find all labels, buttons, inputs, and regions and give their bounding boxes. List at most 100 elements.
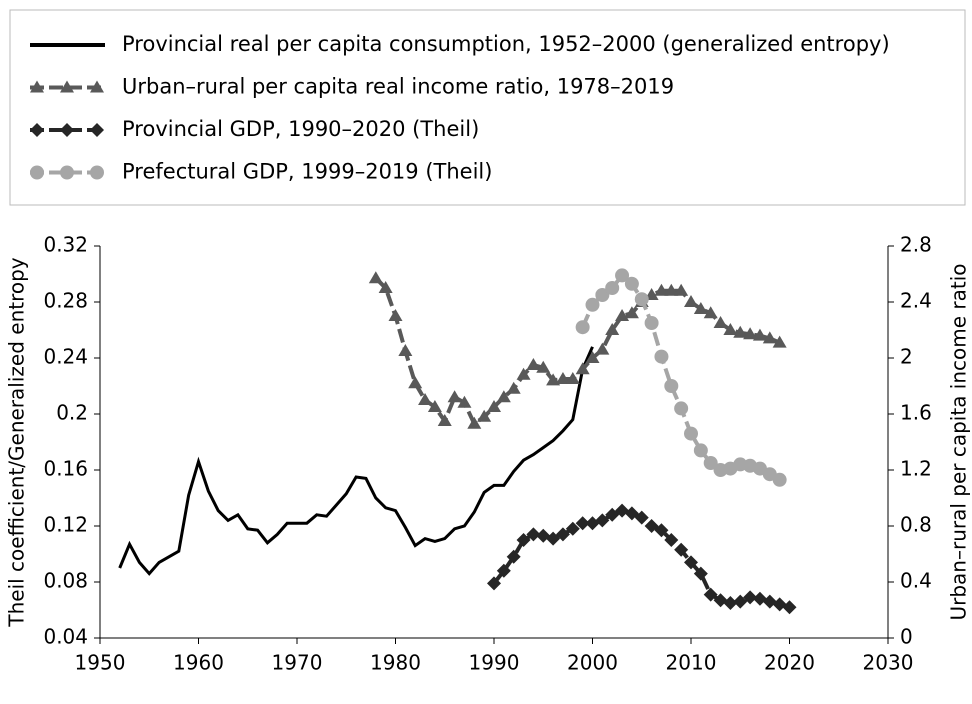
data-point [713, 593, 728, 608]
series-line [580, 272, 781, 482]
data-point [644, 316, 659, 330]
data-point [427, 400, 442, 412]
data-point [526, 527, 541, 542]
y2-tick-label: 0.8 [900, 513, 932, 537]
y2-tick-label: 2.4 [900, 289, 932, 313]
x-tick-label: 2020 [764, 651, 815, 675]
data-point [723, 596, 738, 610]
data-point [496, 390, 511, 403]
y-tick-label: 0.24 [43, 345, 88, 369]
data-point [624, 506, 639, 521]
data-point [615, 503, 630, 518]
data-point [713, 316, 728, 328]
data-point [634, 292, 649, 307]
y2-tick-label: 2 [900, 345, 913, 369]
data-point [684, 426, 698, 441]
data-point [595, 513, 610, 528]
data-point [703, 587, 718, 602]
y2-axis-label: Urban–rural per capita income ratio [947, 263, 971, 620]
data-point [654, 349, 669, 364]
y-tick-label: 0.04 [43, 625, 88, 649]
data-point [447, 390, 462, 403]
x-tick-label: 2030 [863, 651, 914, 675]
data-point [575, 516, 590, 531]
data-point [467, 416, 482, 429]
data-point [506, 381, 521, 394]
data-point [733, 325, 748, 338]
data-point [605, 507, 620, 522]
y-tick-label: 0.28 [43, 289, 88, 313]
legend-marker [90, 123, 104, 137]
data-point [634, 510, 649, 525]
data-point [664, 379, 679, 393]
data-point [674, 542, 689, 557]
data-point [555, 372, 570, 384]
data-point [585, 351, 600, 363]
data-point [624, 306, 639, 319]
data-point [693, 566, 708, 581]
data-point [693, 302, 708, 314]
y2-tick-label: 1.2 [900, 457, 932, 481]
data-point [516, 367, 531, 380]
data-point [703, 456, 718, 470]
data-point [654, 523, 669, 538]
data-point [565, 521, 580, 536]
data-point [624, 276, 639, 291]
data-point [595, 288, 610, 302]
x-tick-label: 1980 [370, 651, 421, 675]
legend-label: Provincial GDP, 1990–2020 (Theil) [122, 117, 479, 141]
data-point [664, 533, 679, 547]
y2-tick-label: 1.6 [900, 401, 932, 425]
legend-marker [60, 165, 74, 180]
data-point [654, 283, 669, 296]
data-point [772, 335, 787, 348]
data-point [536, 360, 551, 373]
legend-marker [30, 165, 44, 180]
y2-tick-label: 0 [900, 625, 913, 649]
data-point [368, 271, 383, 284]
data-point [398, 344, 413, 356]
data-point [762, 331, 777, 344]
data-point [762, 594, 777, 609]
series-line [492, 508, 791, 610]
data-point [644, 519, 659, 533]
data-point [743, 590, 758, 605]
data-point [723, 323, 738, 335]
x-tick-label: 1970 [272, 651, 323, 675]
data-point [752, 328, 767, 341]
data-point [546, 373, 561, 386]
data-point [575, 320, 590, 335]
data-point [378, 281, 393, 293]
data-point [674, 283, 689, 296]
data-point [408, 376, 423, 389]
data-point [605, 281, 620, 295]
data-point [516, 533, 531, 547]
legend-marker [60, 123, 74, 137]
data-point [595, 342, 610, 355]
legend-marker [30, 123, 44, 137]
legend-marker [90, 165, 104, 180]
data-point [684, 555, 698, 570]
y2-tick-label: 0.4 [900, 569, 932, 593]
y-tick-label: 0.12 [43, 513, 88, 537]
y-axis-label: Theil coefficient/Generalized entropy [5, 257, 29, 627]
data-point [496, 563, 511, 578]
data-point [585, 516, 600, 531]
data-point [772, 472, 787, 487]
data-point [526, 358, 541, 370]
data-point [743, 327, 758, 340]
data-point [664, 283, 679, 296]
data-point [546, 531, 561, 546]
data-point [585, 297, 600, 312]
data-point [388, 309, 403, 321]
data-point [506, 549, 521, 564]
data-point [615, 268, 630, 283]
legend-box [9, 9, 966, 206]
data-point [477, 409, 492, 422]
data-point [703, 306, 718, 319]
data-point [752, 591, 767, 606]
data-point [684, 295, 698, 307]
y-tick-label: 0.08 [43, 569, 88, 593]
y-tick-label: 0.2 [56, 401, 88, 425]
x-tick-label: 1960 [173, 651, 224, 675]
